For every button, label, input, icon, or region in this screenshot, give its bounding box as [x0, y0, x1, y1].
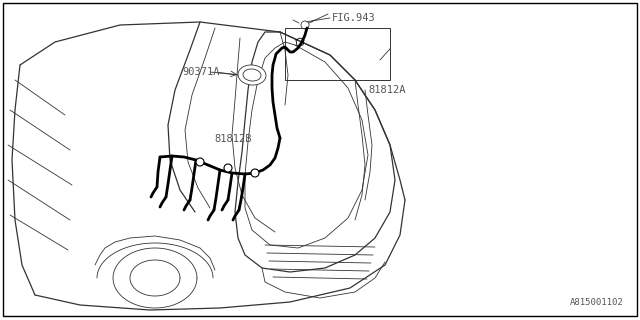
Text: 81812B: 81812B — [214, 134, 252, 144]
Bar — [285, 28, 390, 80]
Text: FIG.943: FIG.943 — [332, 12, 375, 23]
Text: 90371A: 90371A — [182, 67, 220, 77]
Text: A815001102: A815001102 — [570, 298, 624, 307]
Circle shape — [196, 158, 204, 166]
Circle shape — [251, 169, 259, 177]
Ellipse shape — [243, 69, 261, 81]
Circle shape — [301, 21, 309, 29]
Ellipse shape — [238, 65, 266, 85]
Circle shape — [224, 164, 232, 172]
Text: 81812A: 81812A — [368, 84, 406, 95]
